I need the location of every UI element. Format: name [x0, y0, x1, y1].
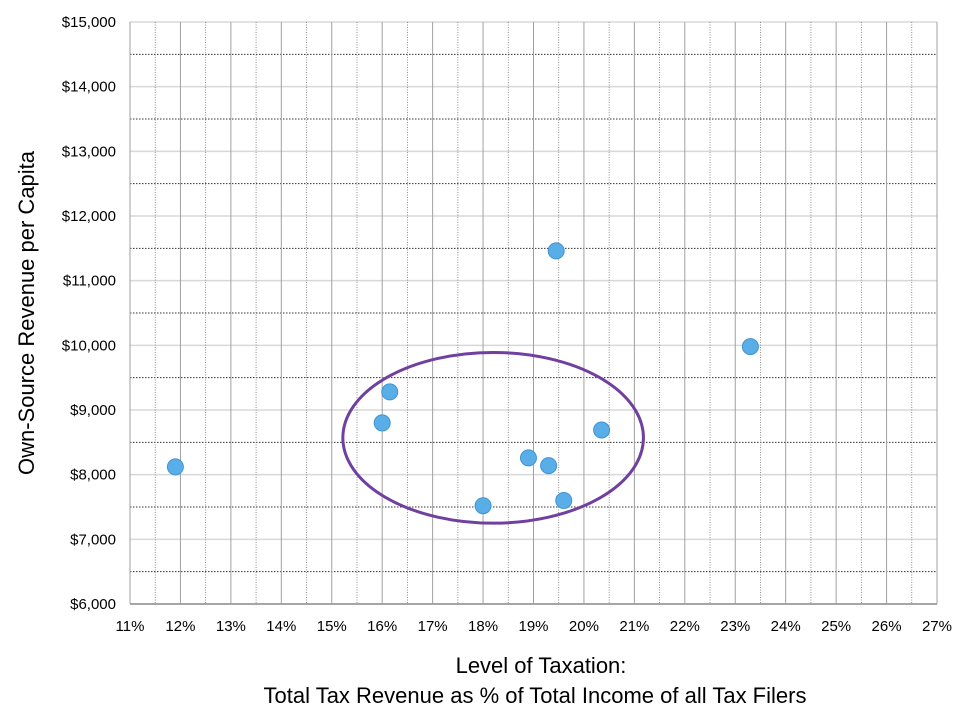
x-tick-label: 26%	[872, 618, 902, 635]
y-tick-label: $14,000	[62, 79, 116, 96]
x-tick-label: 23%	[720, 618, 750, 635]
x-tick-label: 20%	[569, 618, 599, 635]
x-tick-label: 11%	[116, 618, 145, 635]
data-point	[555, 492, 573, 510]
data-point	[547, 242, 565, 260]
x-axis-label-line-2: Total Tax Revenue as % of Total Income o…	[264, 683, 807, 708]
y-tick-label: $7,000	[70, 531, 116, 548]
y-tick-label: $9,000	[70, 402, 116, 419]
data-points	[166, 242, 759, 515]
data-point	[540, 457, 558, 475]
y-tick-label: $11,000	[63, 273, 116, 290]
annotation-ellipse	[341, 350, 645, 525]
y-axis-label: Own-Source Revenue per Capita	[14, 150, 39, 475]
annotation-layer	[341, 350, 645, 525]
data-point	[166, 458, 184, 476]
data-point	[519, 449, 537, 467]
x-tick-label: 15%	[317, 618, 347, 635]
x-tick-label: 22%	[670, 618, 700, 635]
x-tick-label: 13%	[216, 618, 246, 635]
x-tick-label: 19%	[518, 618, 548, 635]
x-tick-label: 25%	[821, 618, 851, 635]
data-point	[593, 421, 611, 439]
x-tick-label: 17%	[418, 618, 448, 635]
x-tick-label: 27%	[922, 618, 952, 635]
x-tick-label: 24%	[771, 618, 801, 635]
x-tick-label: 12%	[165, 618, 195, 635]
y-tick-label: $13,000	[62, 143, 116, 160]
y-tick-label: $10,000	[62, 337, 116, 354]
x-tick-label: 16%	[367, 618, 397, 635]
x-tick-label: 14%	[266, 618, 296, 635]
y-tick-label: $12,000	[62, 208, 116, 225]
y-tick-label: $8,000	[70, 467, 116, 484]
x-tick-label: 18%	[468, 618, 498, 635]
y-axis-ticks: $6,000 $7,000 $8,000 $9,000 $10,000 $11,000 $1…	[62, 14, 116, 613]
y-tick-label: $15,000	[62, 14, 116, 31]
x-tick-label: 21%	[619, 618, 649, 635]
x-axis-label-line-1: Level of Taxation:	[456, 653, 627, 678]
x-axis-ticks: 11% 12% 13% 14% 15% 16% 17% 18% 19% 20% 21% 22% 23% 2…	[116, 618, 952, 635]
grid	[129, 21, 938, 605]
data-point	[373, 414, 391, 432]
y-tick-label: $6,000	[70, 596, 116, 613]
data-point	[474, 497, 492, 515]
data-point	[381, 383, 399, 401]
data-point	[741, 338, 759, 356]
